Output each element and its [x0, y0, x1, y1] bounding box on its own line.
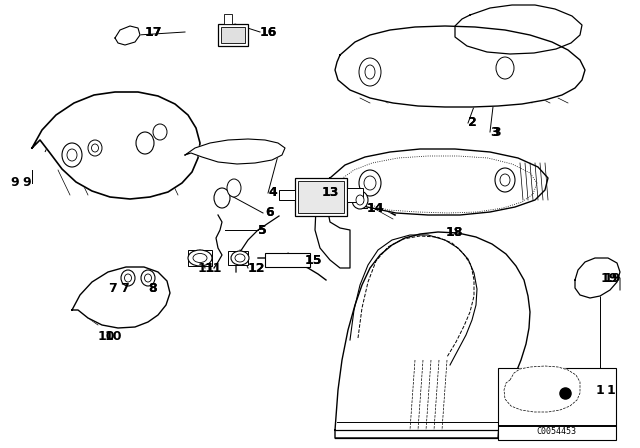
Ellipse shape [145, 274, 152, 282]
Text: 18: 18 [446, 225, 463, 238]
Text: 13: 13 [322, 186, 339, 199]
Bar [498, 368, 616, 440]
Polygon shape [115, 26, 140, 45]
Text: 17: 17 [145, 26, 163, 39]
Text: 11: 11 [205, 262, 223, 275]
Text: 19: 19 [601, 271, 618, 284]
Text: C0054453: C0054453 [536, 427, 576, 436]
Ellipse shape [92, 144, 99, 152]
Bar [218, 24, 248, 46]
Ellipse shape [188, 250, 212, 266]
Polygon shape [315, 178, 350, 268]
Text: 10: 10 [105, 331, 122, 344]
Ellipse shape [88, 140, 102, 156]
Text: 1: 1 [596, 383, 605, 396]
Text: 4: 4 [268, 186, 276, 199]
Ellipse shape [67, 149, 77, 161]
Text: 4: 4 [268, 186, 276, 199]
Ellipse shape [141, 270, 155, 286]
Text: 1: 1 [607, 383, 616, 396]
Text: 8: 8 [148, 283, 157, 296]
Text: 9: 9 [10, 177, 19, 190]
Text: 5: 5 [258, 224, 267, 237]
Polygon shape [32, 92, 200, 199]
Bar [221, 27, 245, 43]
Text: 8: 8 [148, 283, 157, 296]
Ellipse shape [121, 270, 135, 286]
Ellipse shape [364, 176, 376, 190]
Text: 6: 6 [265, 207, 274, 220]
Text: 19: 19 [604, 271, 621, 284]
Text: 2: 2 [468, 116, 477, 129]
Text: 17: 17 [145, 26, 163, 39]
Text: 14: 14 [367, 202, 385, 215]
Text: 12: 12 [248, 262, 266, 275]
Text: 9: 9 [22, 177, 31, 190]
Ellipse shape [500, 174, 510, 186]
Polygon shape [335, 26, 585, 107]
Polygon shape [330, 149, 548, 215]
Ellipse shape [352, 191, 368, 209]
Text: 16: 16 [260, 26, 277, 39]
Text: 3: 3 [492, 125, 500, 138]
Bar [298, 181, 344, 213]
Text: 13: 13 [322, 186, 339, 199]
Text: 15: 15 [305, 254, 323, 267]
Bar [347, 188, 363, 202]
Polygon shape [455, 5, 582, 54]
Text: 2: 2 [468, 116, 477, 129]
Ellipse shape [496, 57, 514, 79]
Ellipse shape [136, 132, 154, 154]
Ellipse shape [365, 65, 375, 79]
Ellipse shape [193, 254, 207, 263]
Text: 18: 18 [446, 225, 463, 238]
Ellipse shape [356, 195, 364, 205]
Text: 12: 12 [248, 262, 266, 275]
Polygon shape [185, 139, 285, 164]
Ellipse shape [214, 188, 230, 208]
Ellipse shape [231, 251, 249, 265]
Ellipse shape [153, 124, 167, 140]
Bar [224, 14, 232, 24]
Polygon shape [504, 366, 580, 412]
Polygon shape [335, 232, 530, 438]
Polygon shape [72, 267, 170, 328]
Ellipse shape [495, 168, 515, 192]
Bar [188, 250, 212, 266]
Text: 11: 11 [198, 262, 216, 275]
Bar [228, 251, 248, 265]
Ellipse shape [125, 274, 131, 282]
Text: 14: 14 [367, 202, 385, 215]
Ellipse shape [235, 254, 245, 262]
Text: 10: 10 [98, 331, 115, 344]
Ellipse shape [359, 170, 381, 196]
Ellipse shape [359, 58, 381, 86]
Polygon shape [575, 258, 620, 298]
Text: 3: 3 [490, 125, 499, 138]
Bar [265, 253, 310, 267]
Ellipse shape [227, 179, 241, 197]
Bar [279, 190, 295, 200]
Text: 7: 7 [108, 281, 116, 294]
Text: 16: 16 [260, 26, 277, 39]
Text: 5: 5 [258, 224, 267, 237]
Text: 7: 7 [120, 281, 129, 294]
Text: 15: 15 [305, 254, 323, 267]
Ellipse shape [62, 143, 82, 167]
Text: 6: 6 [265, 207, 274, 220]
Bar [295, 178, 347, 216]
